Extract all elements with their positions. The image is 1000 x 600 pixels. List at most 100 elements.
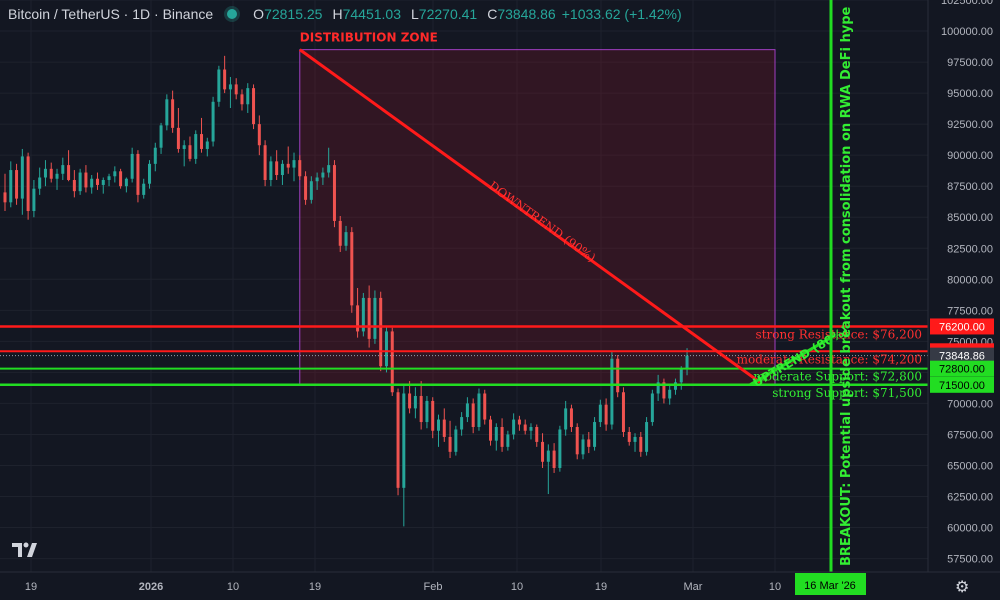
candle-body [616,358,620,393]
candle-body [142,183,146,195]
candle-body [442,419,446,437]
candle-body [685,355,689,369]
price-tick-label: 82500.00 [947,243,993,255]
candle-body [408,393,412,409]
candle-body [113,171,117,177]
candle-body [124,178,128,187]
candle-body [668,389,672,399]
candle-body [200,134,204,149]
candle-body [523,424,527,431]
open-value: 72815.25 [264,6,323,22]
strong-support-label: strong Support: $71,500 [772,386,922,400]
time-tick-label: 10 [769,581,781,593]
candle-body [477,393,481,428]
candle-body [662,382,666,399]
candle-body [448,436,452,452]
tradingview-logo-icon[interactable] [10,538,42,562]
candle-body [541,441,545,462]
high-value: 74451.03 [342,6,401,22]
candle-body [257,124,261,146]
candle-body [315,177,319,182]
breakout-label: BREAKOUT: Potential upside breakout from… [839,6,854,566]
candle-body [621,392,625,432]
candle-body [292,160,296,168]
candle-body [350,232,354,306]
price-tick-label: 85000.00 [947,212,993,224]
candle-body [165,99,169,126]
open-label: O [253,6,265,22]
candle-body [489,419,493,441]
candle-body [367,297,371,339]
candle-body [26,156,30,212]
moderate-support-label: moderate Support: $72,800 [753,370,922,384]
candle-body [223,69,227,90]
candle-body [517,419,521,425]
candle-body [171,99,175,128]
candle-body [465,403,469,418]
candle-body [564,408,568,430]
price-tick-label: 80000.00 [947,274,993,286]
close-label: C [487,6,498,22]
candle-body [298,160,302,177]
candle-body [361,297,365,332]
price-tick-label: 57500.00 [947,554,993,566]
symbol-title[interactable]: Bitcoin / TetherUS · 1D · Binance [8,6,214,22]
candle-body [43,168,47,178]
time-tick-label: 19 [25,581,37,593]
candle-body [569,408,573,428]
candle-body [546,450,550,462]
candle-body [500,427,504,447]
gear-icon[interactable]: ⚙ [955,579,970,596]
price-tick-label: 97500.00 [947,57,993,69]
high-label: H [332,6,343,22]
candle-body [454,429,458,452]
candle-body [130,153,134,179]
chart-legend: Bitcoin / TetherUS · 1D · Binance O 72815… [8,6,682,22]
candle-body [32,188,36,212]
candle-body [269,161,273,180]
candle-body [338,220,342,246]
candle-body [49,168,53,179]
candle-body [460,417,464,430]
candle-body [217,69,221,102]
candle-body [390,331,394,393]
candle-body [494,427,498,441]
candle-body [552,450,556,468]
candle-body [419,395,423,423]
candle-body [55,173,59,179]
price-tick-label: 62500.00 [947,492,993,504]
candle-body [176,127,180,149]
candle-body [679,368,683,383]
candle-body [304,176,308,200]
candle-body [78,172,82,192]
time-tick-label: 10 [227,581,239,593]
candle-body [72,179,76,192]
last-price-badge: 73848.86 [939,351,985,363]
candle-body [373,297,377,339]
candle-body [344,232,348,246]
candle-body [148,163,151,184]
candle-body [136,153,140,195]
candle-body [67,165,71,180]
moderate-resistance-label: moderate Resistance: $74,200 [737,352,922,366]
candle-body [593,422,597,447]
close-value: 73848.86 [497,6,556,22]
price-tick-label: 60000.00 [947,523,993,535]
market-status-icon [227,9,238,19]
candle-body [332,165,336,221]
candle-body [529,427,533,431]
uptrend-line [749,333,836,387]
candle-body [153,147,157,164]
crosshair-date-label: 16 Mar '26 [804,580,856,592]
candle-body [38,177,42,189]
price-tick-label: 100000.00 [941,26,993,38]
candle-body [425,400,429,423]
time-tick-label: 10 [511,581,523,593]
price-tick-label: 67500.00 [947,429,993,441]
candle-body [20,156,24,199]
candle-body [61,165,65,174]
price-tick-label: 87500.00 [947,181,993,193]
strong-support-price-badge-bg [930,376,994,393]
price-tick-label: 92500.00 [947,119,993,131]
